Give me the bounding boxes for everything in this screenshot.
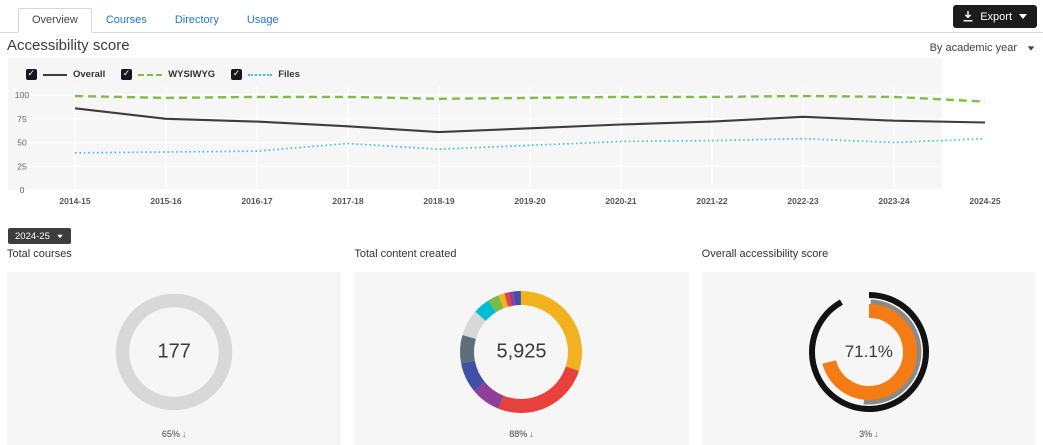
legend-label-wysiwyg: WYSIWYG	[168, 69, 216, 80]
svg-text:75: 75	[17, 114, 27, 124]
tab-usage[interactable]: Usage	[246, 14, 279, 26]
chart-legend: Overall WYSIWYG Files	[26, 68, 300, 80]
accessibility-trend-chart: 0 25 50 75 100 2014-15 2015-16 2016-17 2017-18 20…	[15, 58, 1036, 206]
accessibility-score-chart-panel: Overall WYSIWYG Files 0 25 50 75 100 2014-15 2…	[8, 58, 1036, 206]
svg-text:2024-25: 2024-25	[969, 196, 1000, 206]
total-content-trend: 88% ↓	[509, 429, 534, 439]
svg-text:2017-18: 2017-18	[332, 196, 363, 206]
overall-checkbox[interactable]	[26, 68, 37, 80]
total-content-donut	[460, 291, 583, 413]
summary-cards: Total courses 177 65% ↓ Total content cre…	[7, 248, 1036, 445]
legend-item-wysiwyg: WYSIWYG	[121, 68, 216, 80]
export-label: Export	[980, 10, 1012, 23]
card-title: Total courses	[7, 248, 72, 260]
card-title: Overall accessibility score	[701, 248, 829, 260]
svg-text:25: 25	[17, 161, 27, 171]
export-button[interactable]: Export	[953, 5, 1037, 28]
filter-label: By academic year	[929, 42, 1017, 54]
total-courses-donut	[115, 293, 233, 411]
files-checkbox[interactable]	[231, 68, 243, 80]
legend-label-files: Files	[278, 69, 300, 80]
tab-bar: Overview Courses Directory Usage	[0, 8, 1043, 33]
tab-overview[interactable]: Overview	[18, 8, 92, 33]
svg-text:2023-24: 2023-24	[878, 196, 909, 206]
svg-text:2021-22: 2021-22	[696, 196, 727, 206]
caret-down-icon	[1019, 14, 1027, 19]
svg-text:0: 0	[20, 185, 25, 195]
tab-courses[interactable]: Courses	[105, 14, 147, 26]
trend-down-icon: ↓	[529, 429, 534, 439]
caret-down-icon	[1027, 45, 1035, 51]
legend-item-overall: Overall	[26, 68, 106, 80]
svg-text:2018-19: 2018-19	[423, 196, 454, 206]
card-title: Total content created	[354, 248, 457, 260]
academic-year-filter[interactable]: By academic year	[930, 42, 1035, 54]
overall-score-card: Overall accessibility score 71.1% 3% ↓	[701, 248, 1036, 445]
overall-score-gauge	[808, 292, 929, 412]
files-line-swatch	[248, 73, 273, 76]
page-title: Accessibility score	[7, 37, 130, 54]
total-courses-trend: 65% ↓	[161, 429, 187, 439]
svg-text:2020-21: 2020-21	[605, 196, 636, 206]
svg-text:2022-23: 2022-23	[787, 196, 818, 206]
total-content-value: 5,925	[496, 340, 547, 363]
trend-down-icon: ↓	[874, 429, 879, 439]
legend-item-files: Files	[231, 68, 300, 80]
legend-label-overall: Overall	[73, 69, 106, 80]
svg-text:2014-15: 2014-15	[59, 196, 90, 206]
overall-score-value: 71.1%	[844, 342, 893, 361]
svg-text:100: 100	[15, 90, 29, 100]
download-icon	[963, 11, 973, 22]
tab-directory[interactable]: Directory	[174, 14, 219, 26]
svg-text:2015-16: 2015-16	[150, 196, 181, 206]
svg-text:50: 50	[17, 138, 27, 148]
total-content-card: Total content created 5,925 88% ↓	[354, 248, 689, 445]
year-select-button[interactable]: 2024-25	[8, 228, 71, 244]
trend-down-icon: ↓	[181, 429, 187, 439]
svg-text:2019-20: 2019-20	[514, 196, 545, 206]
wysiwyg-line-swatch	[138, 73, 163, 76]
caret-down-icon	[57, 234, 63, 238]
total-courses-value: 177	[157, 340, 191, 363]
overall-score-trend: 3% ↓	[859, 429, 879, 439]
year-label: 2024-25	[15, 230, 50, 242]
svg-text:2016-17: 2016-17	[241, 196, 272, 206]
total-courses-card: Total courses 177 65% ↓	[7, 248, 342, 445]
wysiwyg-checkbox[interactable]	[121, 68, 133, 80]
overall-line-swatch	[43, 73, 67, 76]
